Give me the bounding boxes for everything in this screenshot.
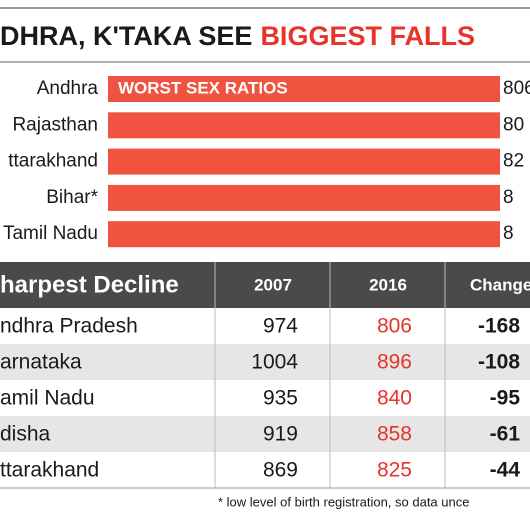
table-cell: disha bbox=[0, 423, 51, 446]
table-header: 2016 bbox=[369, 275, 407, 294]
bar-value: 82 bbox=[503, 151, 524, 172]
table-cell: -168 bbox=[478, 315, 520, 338]
table-cell: 919 bbox=[263, 423, 298, 446]
table-row bbox=[0, 380, 530, 416]
bar bbox=[108, 112, 500, 139]
table-cell: 896 bbox=[377, 351, 412, 374]
table-cell: 840 bbox=[377, 387, 412, 410]
bar-label: Rajasthan bbox=[12, 114, 98, 135]
table-header: Change bbox=[470, 275, 530, 294]
table-cell: 806 bbox=[377, 315, 412, 338]
table-row bbox=[0, 344, 530, 380]
bar-tag: WORST SEX RATIOS bbox=[118, 78, 288, 97]
table-cell: -44 bbox=[490, 459, 521, 482]
footnote: * low level of birth registration, so da… bbox=[218, 494, 469, 509]
table-cell: 869 bbox=[263, 459, 298, 482]
table-row bbox=[0, 416, 530, 452]
table-row bbox=[0, 452, 530, 488]
bar-value: 806 bbox=[503, 78, 530, 99]
table-cell: 935 bbox=[263, 387, 298, 410]
bar-label: Tamil Nadu bbox=[3, 223, 98, 244]
bar-value: 80 bbox=[503, 114, 524, 135]
table-cell: 825 bbox=[377, 459, 412, 482]
title: DHRA, K'TAKA SEE bbox=[0, 21, 252, 51]
bar-label: Bihar* bbox=[46, 187, 98, 208]
table-cell: -61 bbox=[490, 423, 521, 446]
table-cell: -108 bbox=[478, 351, 520, 374]
table-cell: ttarakhand bbox=[0, 459, 99, 482]
bar bbox=[108, 221, 500, 248]
bar bbox=[108, 184, 500, 211]
bar-value: 8 bbox=[503, 223, 514, 244]
bar bbox=[108, 76, 500, 102]
bar bbox=[108, 148, 500, 175]
bar-label: Andhra bbox=[37, 78, 99, 99]
table-cell: 974 bbox=[263, 315, 298, 338]
table-row bbox=[0, 308, 530, 344]
table-cell: -95 bbox=[490, 387, 521, 410]
bar-label: ttarakhand bbox=[8, 151, 98, 172]
table-header-band bbox=[0, 262, 530, 308]
table-header: harpest Decline bbox=[0, 271, 179, 298]
table-cell: amil Nadu bbox=[0, 387, 95, 410]
table-cell: 858 bbox=[377, 423, 412, 446]
table-cell: 1004 bbox=[251, 351, 298, 374]
title-highlight: BIGGEST FALLS bbox=[260, 21, 475, 51]
table-cell: ndhra Pradesh bbox=[0, 315, 138, 338]
table-header: 2007 bbox=[254, 275, 292, 294]
bar-value: 8 bbox=[503, 187, 514, 208]
table-cell: arnataka bbox=[0, 351, 82, 374]
